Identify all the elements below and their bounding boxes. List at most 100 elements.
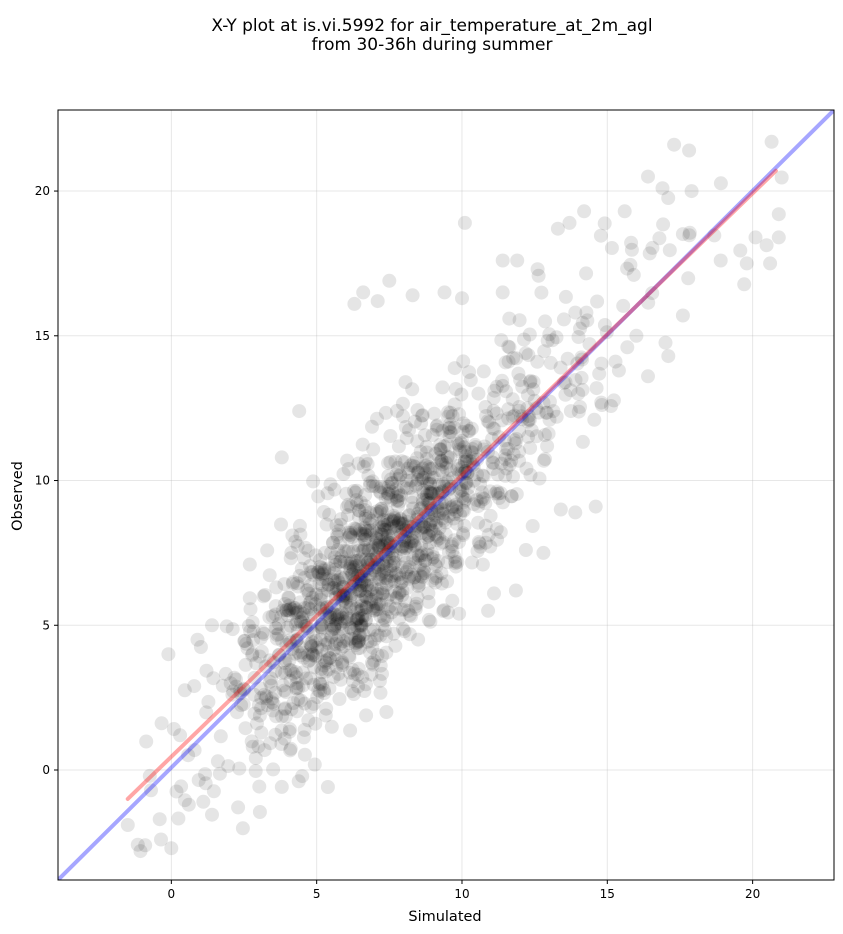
data-point [423,495,437,510]
data-point [391,471,405,486]
data-point [391,460,405,475]
data-point [414,472,429,487]
data-point [274,517,288,532]
data-point [529,401,544,416]
data-point [354,616,369,631]
data-point [360,572,375,587]
data-point [316,683,331,698]
data-point [471,386,486,401]
data-point [313,601,328,616]
data-point [354,618,369,632]
data-point [520,414,535,429]
data-point [372,484,387,499]
data-point [356,627,371,642]
data-point [348,574,363,589]
data-point [370,294,385,309]
data-point [336,623,351,638]
data-point [291,692,306,707]
data-point [379,645,394,660]
data-point [330,573,345,588]
data-point [558,375,573,390]
data-point [414,416,429,431]
data-point [310,690,325,704]
data-point [319,701,334,716]
data-point [483,484,498,499]
data-point [193,640,208,654]
data-point [364,655,379,670]
data-point [440,449,455,464]
data-point [350,568,365,583]
data-point [421,594,436,609]
data-point [399,540,414,555]
data-point [458,444,473,459]
data-point [490,532,505,547]
data-point [333,587,348,602]
data-point [470,452,485,467]
data-point [441,482,456,497]
data-point [272,647,287,662]
data-point [608,354,623,369]
data-point [504,489,519,504]
data-point [499,461,514,476]
data-point [443,450,458,465]
data-point [339,610,354,625]
data-point [323,610,338,625]
data-point [420,547,434,562]
data-point [284,663,299,678]
data-point [461,423,476,438]
data-point [336,580,351,595]
data-point [302,608,316,623]
data-point [343,563,358,578]
data-point [381,542,396,557]
data-point [380,609,395,624]
data-point [372,519,387,534]
data-point [229,679,244,694]
data-point [506,351,521,366]
data-point [620,340,635,355]
data-point [317,563,332,578]
data-point [371,538,386,553]
data-point [352,584,367,598]
data-point [424,523,439,537]
data-point [405,534,420,548]
data-point [748,230,763,245]
data-point [445,544,460,558]
data-point [373,658,388,673]
data-point [363,553,378,568]
data-point [354,602,369,617]
data-point [394,527,409,542]
y-tick-label: 20 [35,184,50,198]
data-point [303,578,318,593]
data-point [190,632,205,647]
data-point [733,243,748,258]
data-point [305,565,320,580]
data-point [341,497,356,512]
data-point [358,569,372,584]
data-point [370,504,385,519]
data-point [283,551,298,566]
data-point [407,525,422,540]
data-point [494,413,509,428]
data-point [355,544,370,559]
data-point [542,394,557,409]
data-point [434,536,449,551]
data-point [405,288,420,303]
data-point [422,496,436,511]
data-point [442,481,457,496]
data-point [346,484,361,498]
data-point [656,217,671,232]
data-point [573,321,587,336]
data-point [403,480,418,495]
data-point [419,445,434,460]
data-point [285,528,300,543]
data-point [462,365,477,380]
data-point [388,568,403,583]
data-point [253,631,268,645]
data-point [315,600,330,615]
data-point [363,475,378,490]
data-point [495,378,510,393]
data-point [399,555,414,570]
data-point [258,659,273,674]
data-point [425,546,440,561]
data-point [389,490,404,504]
